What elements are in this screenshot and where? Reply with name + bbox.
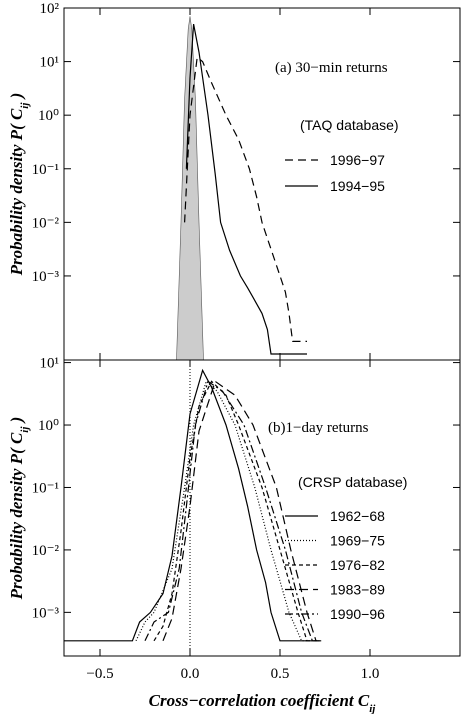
legend-label: 1983−89 xyxy=(330,582,385,598)
legend-label: 1990−96 xyxy=(330,606,385,622)
y-tick-label: 10⁰ xyxy=(38,418,59,434)
shaded-area xyxy=(176,16,204,361)
y-axis-label-end: ) xyxy=(7,417,26,427)
x-axis-label-sub: ij xyxy=(369,703,376,714)
legend-label: 1996−97 xyxy=(330,152,385,168)
y-tick-label: 10⁻¹ xyxy=(32,162,59,178)
legend-label: 1962−68 xyxy=(330,508,385,524)
y-tick-label: 10⁻² xyxy=(32,543,60,559)
annotation: (TAQ database) xyxy=(300,117,399,133)
x-tick-label: 0.0 xyxy=(181,666,200,682)
legend-label: 1994−95 xyxy=(330,178,385,194)
y-axis-label-sub: ij xyxy=(19,426,31,433)
annotation: (b)1−day returns xyxy=(268,420,369,436)
annotation: (CRSP database) xyxy=(298,474,407,490)
y-axis-label-sub: ij xyxy=(19,102,31,109)
series-line xyxy=(144,380,320,642)
plot-frame xyxy=(63,7,461,361)
x-tick-label: 1.0 xyxy=(361,666,380,682)
series-line xyxy=(153,380,320,642)
y-tick-label: 10⁻³ xyxy=(32,605,60,621)
y-axis-label-text: Probability density P( C xyxy=(7,432,26,600)
legend-label: 1969−75 xyxy=(330,533,385,549)
annotation: (a) 30−min returns xyxy=(275,60,388,76)
y-tick-label: 10⁰ xyxy=(38,108,59,124)
y-axis-label: Probability density P( Cij ) xyxy=(7,417,31,601)
x-tick-label: 0.5 xyxy=(271,666,290,682)
y-tick-label: 10⁻³ xyxy=(32,269,60,285)
series-line xyxy=(64,368,316,642)
y-tick-label: 10⁻¹ xyxy=(32,480,59,496)
series-line xyxy=(184,56,307,342)
legend-label: 1976−82 xyxy=(330,557,385,573)
y-axis-label: Probability density P( Cij ) xyxy=(7,93,31,277)
series-line xyxy=(162,380,322,642)
x-axis-label-text: Cross−correlation coefficient C xyxy=(149,691,370,710)
y-tick-label: 10¹ xyxy=(40,356,60,372)
x-axis-label: Cross−correlation coefficient Cij xyxy=(149,691,377,714)
y-axis-label-text: Probability density P( C xyxy=(7,108,26,276)
x-tick-label: −0.5 xyxy=(86,666,113,682)
series-line xyxy=(135,380,316,642)
y-axis-label-end: ) xyxy=(7,93,26,103)
y-tick-label: 10⁻² xyxy=(32,215,60,231)
plot-frame xyxy=(63,359,461,657)
y-tick-label: 10² xyxy=(40,1,60,17)
series-line xyxy=(185,23,307,355)
y-tick-label: 10¹ xyxy=(40,55,60,71)
